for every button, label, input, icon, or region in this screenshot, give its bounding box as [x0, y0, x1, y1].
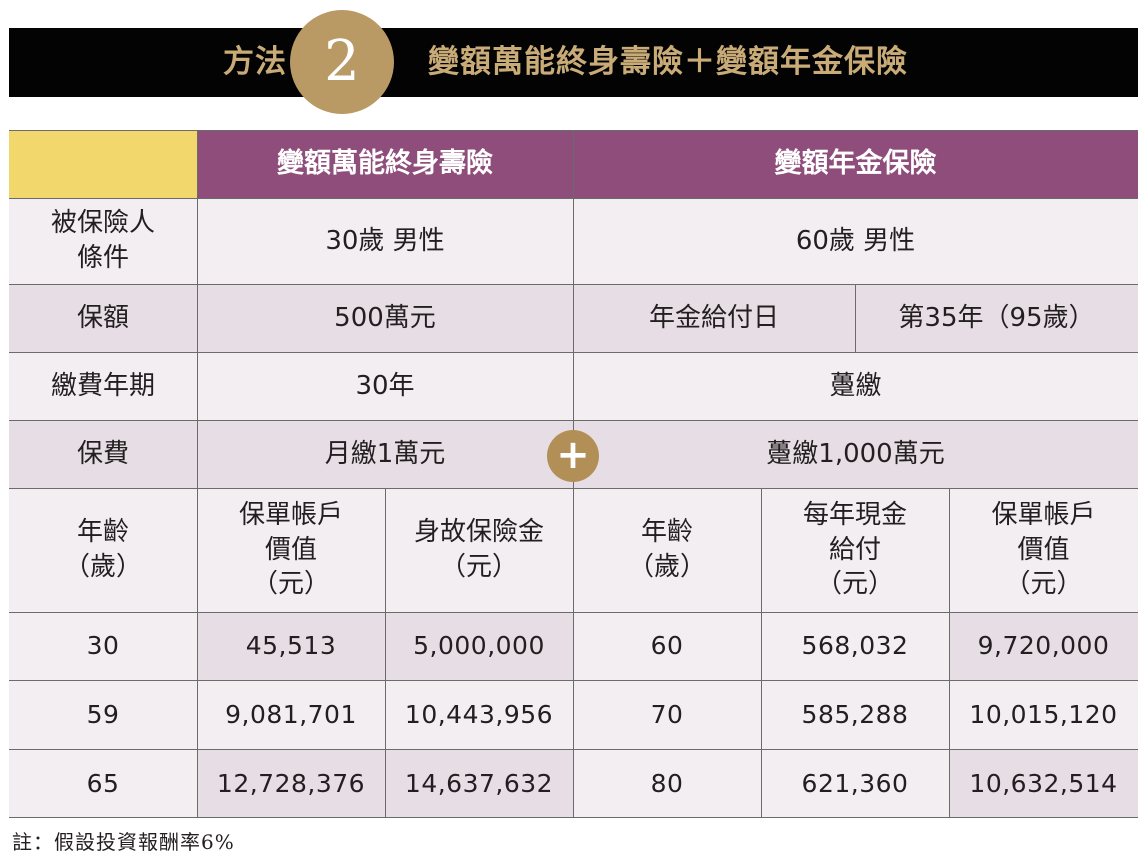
plus-icon: +: [547, 430, 599, 482]
row3-ann-age: 80: [573, 749, 761, 818]
row2-ann-cash: 585,288: [761, 680, 949, 749]
term-life: 30年: [197, 352, 573, 420]
row-label-premium: 保費: [9, 420, 197, 488]
premium-life: 月繳1萬元: [197, 420, 573, 488]
grid-line: [855, 284, 856, 352]
life-account-line3: （元）: [251, 569, 330, 600]
grid-line: [385, 488, 386, 818]
row3-ann-account: 10,632,514: [949, 749, 1138, 818]
row3-life-age: 65: [9, 749, 197, 818]
title-banner: 方法 變額萬能終身壽險＋變額年金保險: [9, 28, 1138, 97]
banner-method-label: 方法: [223, 44, 287, 80]
comparison-table: 變額萬能終身壽險 變額年金保險 被保險人 條件 30歲 男性 60歲 男性 保額…: [9, 130, 1138, 818]
row-label-coverage: 保額: [9, 284, 197, 352]
row-label-term: 繳費年期: [9, 352, 197, 420]
row2-life-death: 10,443,956: [385, 680, 573, 749]
insured-life: 30歲 男性: [197, 198, 573, 284]
row3-life-death: 14,637,632: [385, 749, 573, 818]
footnote: 註：假設投資報酬率6%: [12, 830, 235, 854]
ann-age-line1: 年齡: [640, 517, 693, 548]
ann-cash-line2: 給付: [828, 534, 881, 565]
header-life-insurance: 變額萬能終身壽險: [197, 130, 573, 198]
subheader-annuity-age: 年齡 （歲）: [573, 488, 761, 612]
subheader-life-age: 年齡 （歲）: [9, 488, 197, 612]
ann-account-line2: 價值: [1017, 534, 1070, 565]
annuity-payout-label: 年金給付日: [573, 284, 855, 352]
insured-annuity: 60歲 男性: [573, 198, 1138, 284]
ann-cash-line3: （元）: [815, 569, 894, 600]
annuity-payout-value: 第35年（95歲）: [855, 284, 1138, 352]
ann-age-line2: （歲）: [627, 552, 706, 582]
row1-ann-age: 60: [573, 612, 761, 680]
grid-line: [949, 488, 950, 818]
life-account-line2: 價值: [264, 534, 317, 565]
row-label-insured: 被保險人 條件: [9, 198, 197, 284]
row1-life-age: 30: [9, 612, 197, 680]
row2-life-account: 9,081,701: [197, 680, 385, 749]
ann-account-line3: （元）: [1004, 569, 1083, 600]
banner-title: 變額萬能終身壽險＋變額年金保險: [428, 44, 908, 80]
life-age-line2: （歲）: [63, 552, 142, 582]
subheader-life-death-benefit: 身故保險金 （元）: [385, 488, 573, 612]
row2-ann-age: 70: [573, 680, 761, 749]
row3-life-account: 12,728,376: [197, 749, 385, 818]
row3-ann-cash: 621,360: [761, 749, 949, 818]
insured-label-line1: 被保險人: [50, 208, 155, 239]
subheader-life-account-value: 保單帳戶 價值 （元）: [197, 488, 385, 612]
row1-life-account: 45,513: [197, 612, 385, 680]
ann-account-line1: 保單帳戶: [991, 499, 1096, 530]
subheader-annuity-cash: 每年現金 給付 （元）: [761, 488, 949, 612]
life-age-line1: 年齡: [76, 517, 129, 548]
subheader-annuity-account-value: 保單帳戶 價值 （元）: [949, 488, 1138, 612]
header-corner: [9, 130, 197, 198]
term-annuity: 躉繳: [573, 352, 1138, 420]
coverage-life: 500萬元: [197, 284, 573, 352]
premium-annuity: 躉繳1,000萬元: [573, 420, 1138, 488]
grid-line: [197, 130, 198, 818]
row2-life-age: 59: [9, 680, 197, 749]
life-death-line2: （元）: [439, 552, 518, 582]
row1-ann-account: 9,720,000: [949, 612, 1138, 680]
grid-line: [761, 488, 762, 818]
life-death-line1: 身故保險金: [413, 517, 544, 548]
row1-life-death: 5,000,000: [385, 612, 573, 680]
life-account-line1: 保單帳戶: [238, 499, 343, 530]
ann-cash-line1: 每年現金: [802, 499, 907, 530]
insured-label-line2: 條件: [76, 243, 129, 273]
header-annuity: 變額年金保險: [573, 130, 1138, 198]
row2-ann-account: 10,015,120: [949, 680, 1138, 749]
method-number-badge: 2: [290, 10, 394, 114]
row1-ann-cash: 568,032: [761, 612, 949, 680]
